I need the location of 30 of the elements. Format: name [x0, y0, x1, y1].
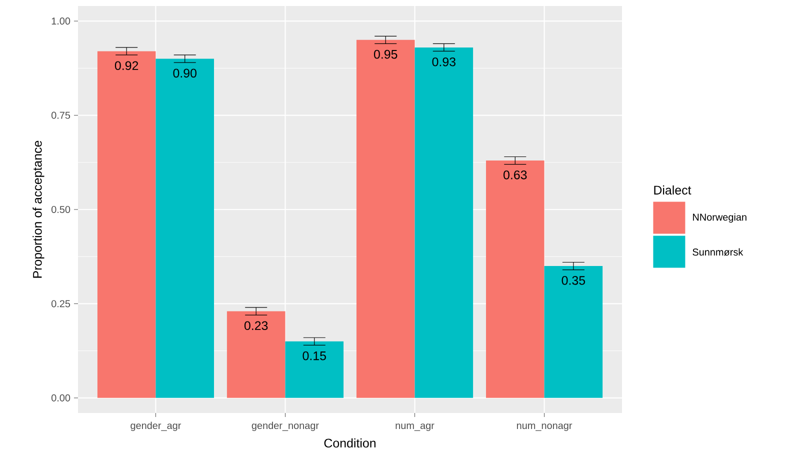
text: NNorwegian — [693, 213, 746, 223]
data-label: 0.15 — [302, 351, 326, 360]
y-tick-label: 0.25 — [51, 300, 70, 308]
bar — [486, 160, 544, 398]
x-axis-title: Condition — [324, 438, 376, 448]
bar — [285, 341, 344, 398]
data-label: 0.93 — [432, 57, 456, 66]
x-tick-label: num_agr — [396, 424, 434, 432]
x-tick-label: num_nonagr — [516, 424, 572, 432]
data-label: 0.23 — [244, 321, 268, 330]
x-tick-label: gender_nonagr — [252, 422, 319, 432]
data-label: 0.92 — [114, 61, 138, 70]
y-tick-label: 0.00 — [51, 394, 70, 402]
data-label: 0.63 — [504, 170, 527, 180]
bar — [356, 40, 415, 398]
y-tick-label: 0.75 — [51, 112, 70, 119]
text: Sunnmørsk — [692, 248, 744, 256]
bar — [414, 47, 474, 398]
legend-title: Dialect — [654, 185, 692, 195]
bar — [544, 266, 603, 398]
bar — [226, 311, 286, 398]
y-tick-label: 1.00 — [52, 18, 70, 25]
data-label: 0.95 — [374, 50, 398, 59]
bar — [97, 51, 156, 398]
x-tick-label: gender_agr — [130, 422, 182, 432]
data-label: 0.90 — [173, 68, 196, 78]
y-axis-title: Proportion of acceptance — [32, 140, 44, 278]
y-tick-label: 0.50 — [51, 206, 70, 214]
bar — [156, 58, 214, 398]
data-label: 0.35 — [562, 276, 586, 285]
